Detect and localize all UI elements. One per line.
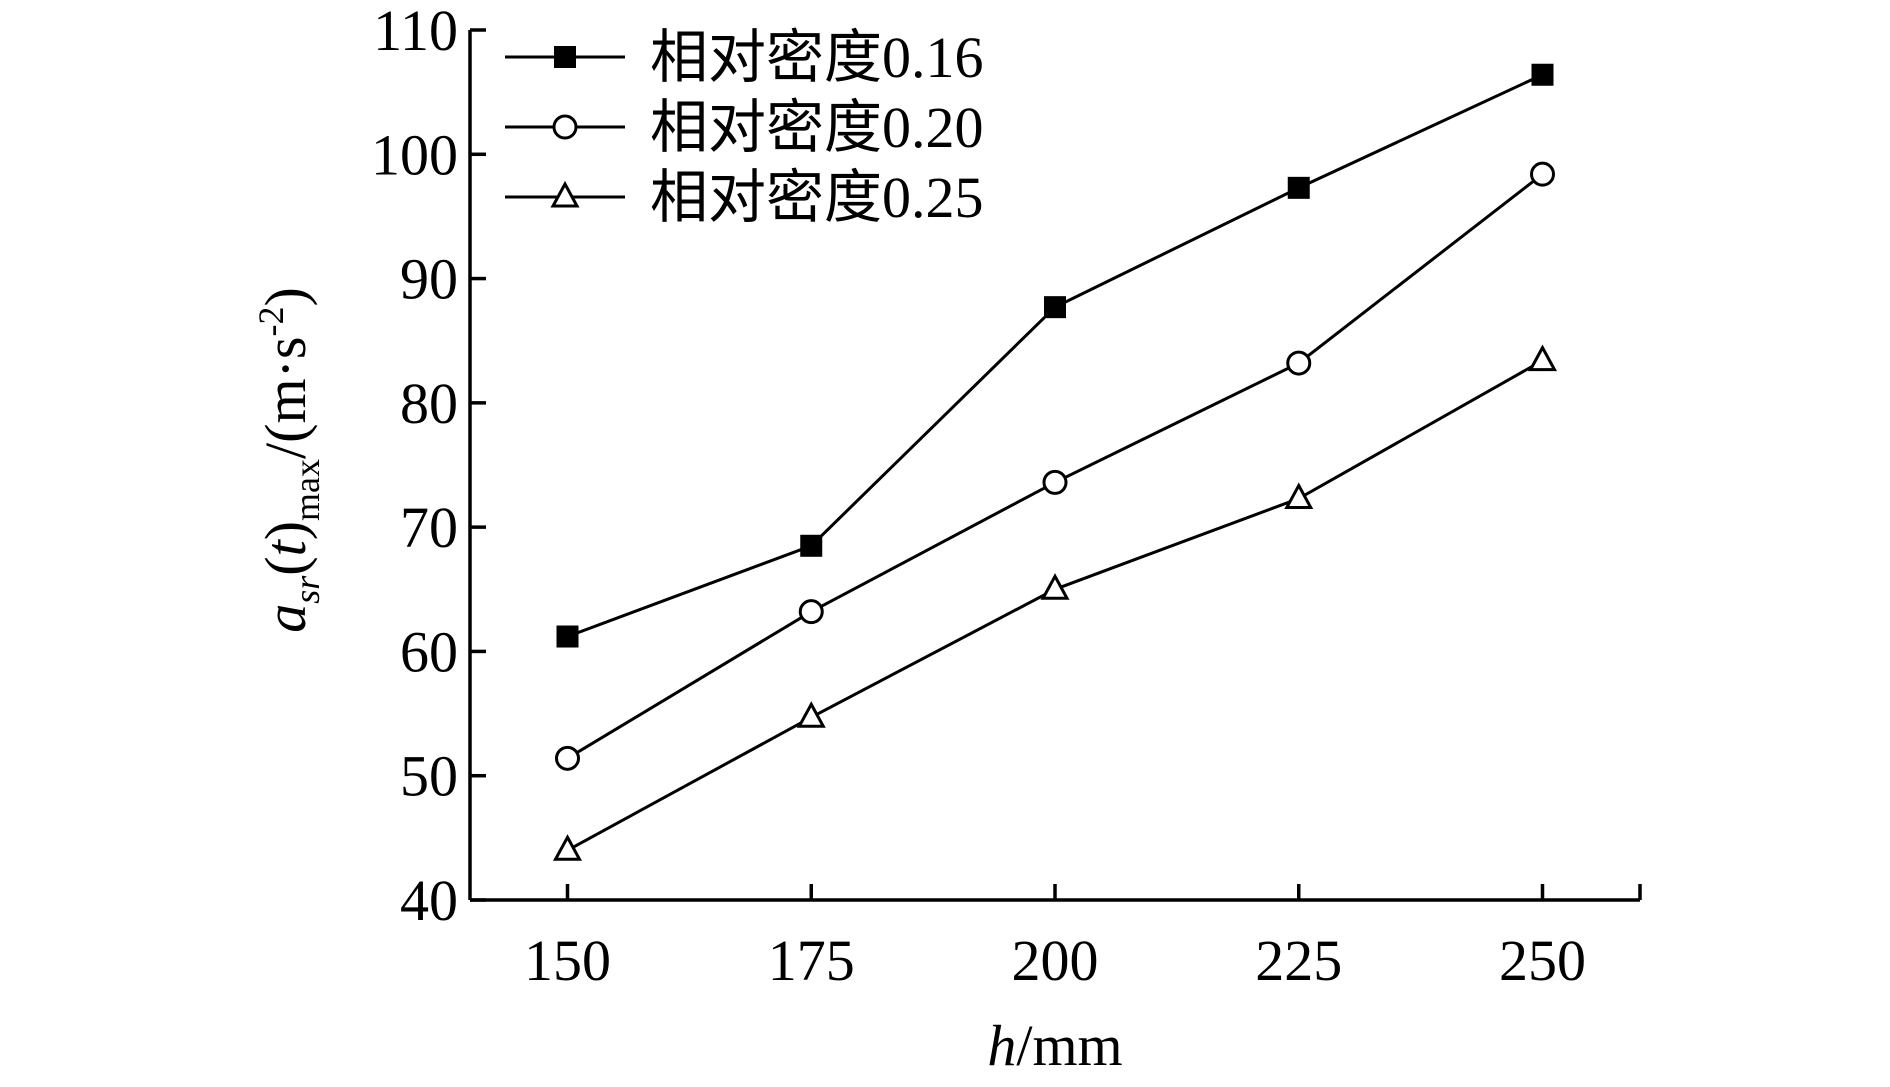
data-point [800,534,823,557]
x-ticks: 150 175 200 225 250 [524,884,1642,993]
legend-label: 相对密度0.25 [650,165,984,230]
legend-marker [554,46,576,68]
series-group [552,63,1558,861]
y-tick-label: 70 [400,495,458,560]
y-tick-label: 90 [400,247,458,312]
y-tick-label: 40 [400,868,458,933]
legend-item: 相对密度0.20 [505,95,984,160]
data-point [552,834,583,861]
y-tick-label: 110 [373,0,458,63]
y-axis-title-paren-open: ( [253,556,318,575]
x-axis-title-var: h [987,1013,1016,1078]
x-tick-label: 150 [524,928,611,993]
legend-marker [552,114,578,140]
y-axis-title-var: t [253,538,318,556]
legend-item: 相对密度0.25 [505,165,984,230]
y-axis-title: asr(t)max/(m·s-2) [251,287,327,633]
legend-label: 相对密度0.20 [650,95,984,160]
x-tick-label: 175 [768,928,855,993]
data-point [1040,573,1070,600]
legend-item: 相对密度0.16 [505,25,984,90]
y-tick-label: 100 [371,122,458,187]
data-point [556,625,579,648]
x-tick-label: 200 [1012,928,1099,993]
y-tick-label: 60 [400,619,458,684]
data-point [1284,482,1314,510]
legend-marker [550,180,580,208]
y-tick-label: 80 [400,371,458,436]
x-tick-label: 225 [1255,928,1342,993]
x-axis-title: h/mm [987,1013,1122,1078]
data-point [1531,63,1554,86]
series-3 [552,344,1558,861]
data-point [1530,161,1555,187]
series-2 [555,161,1555,771]
y-axis-title-sub1: sr [287,575,327,604]
y-ticks: 40 50 60 70 80 90 100 110 [371,0,486,933]
series-1 [556,63,1554,648]
data-point [1042,469,1068,495]
data-point [1287,176,1310,199]
y-axis-title-base: a [253,604,318,633]
series-line [566,172,1544,760]
y-axis-title-paren-close: ) [253,521,318,540]
y-axis-title-sub2: max [287,459,327,521]
data-point [796,701,826,728]
x-tick-label: 250 [1499,928,1586,993]
y-axis-title-units-sup: -2 [251,307,291,337]
legend-label: 相对密度0.16 [650,25,984,90]
axes [468,30,1640,902]
y-axis-title-units-close: ) [253,287,318,306]
x-axis-title-unit: /mm [1016,1013,1122,1078]
data-point [1044,296,1066,319]
series-line [566,359,1544,852]
data-point [1527,344,1558,372]
data-point [555,745,580,771]
data-point [798,599,824,625]
y-tick-label: 50 [400,744,458,809]
data-point [1286,350,1312,376]
y-axis-title-units: /(m·s [253,337,318,459]
